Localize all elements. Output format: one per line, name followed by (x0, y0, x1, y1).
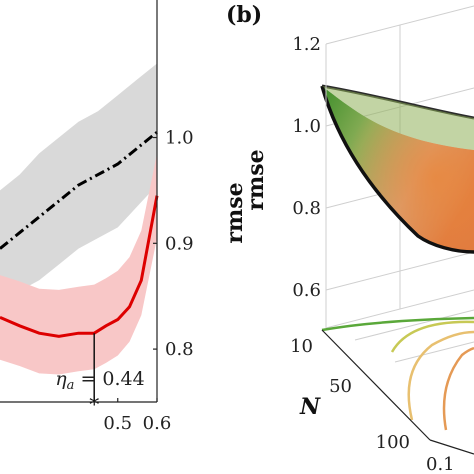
contour-line-2 (390, 320, 474, 353)
grid-floor-back (325, 289, 474, 329)
n-tick-100: 100 (376, 432, 410, 453)
annotation-value: = 0.44 (74, 368, 144, 390)
optimum-annotation: ηa = 0.44 (55, 368, 144, 393)
grid-floor-2 (394, 341, 474, 363)
n-axis-line (321, 329, 431, 441)
n-tick-50: 50 (329, 376, 352, 397)
contour-line-3 (407, 330, 474, 421)
x-tick-0.1: 0.1 (426, 454, 455, 474)
series-1-line (0, 195, 159, 338)
x-tick-label-0.6: 0.6 (143, 413, 172, 434)
y-axis-label: rmse (222, 182, 248, 243)
optimum-star-marker: * (89, 392, 99, 416)
panel-a: * 0.8 0.9 1.0 0.5 0.6 rmse ηa = 0.44 (0, 0, 248, 434)
floor-contours (321, 316, 474, 431)
surface-edge-front (320, 85, 474, 254)
z-tick-0.8: 0.8 (292, 198, 321, 219)
n-tick-10: 10 (290, 336, 313, 357)
panel-b-label: (b) (226, 2, 262, 28)
y-tick-label-0.9: 0.9 (165, 233, 194, 254)
annotation-subscript: a (67, 378, 75, 393)
rmse-surface-shade (322, 86, 474, 252)
z-tick-1.2: 1.2 (292, 34, 321, 55)
series-0-line (0, 131, 158, 250)
panel-b: (b) 1.2 (226, 2, 474, 474)
z-axis-label: rmse (243, 149, 269, 210)
contour-line-1 (321, 316, 474, 332)
grid-floor-1 (354, 309, 474, 341)
surface-top-fold (322, 86, 474, 150)
n-axis-label: N (299, 394, 321, 420)
z-tick-0.6: 0.6 (292, 280, 321, 301)
contour-line-4 (442, 346, 474, 431)
y-tick-label-1.0: 1.0 (165, 128, 194, 149)
z-tick-1.0: 1.0 (292, 116, 321, 137)
x-tick-label-0.5: 0.5 (103, 413, 132, 434)
y-tick-label-0.8: 0.8 (165, 339, 194, 360)
x-axis-line-b (429, 439, 474, 455)
annotation-eta: η (55, 368, 67, 390)
